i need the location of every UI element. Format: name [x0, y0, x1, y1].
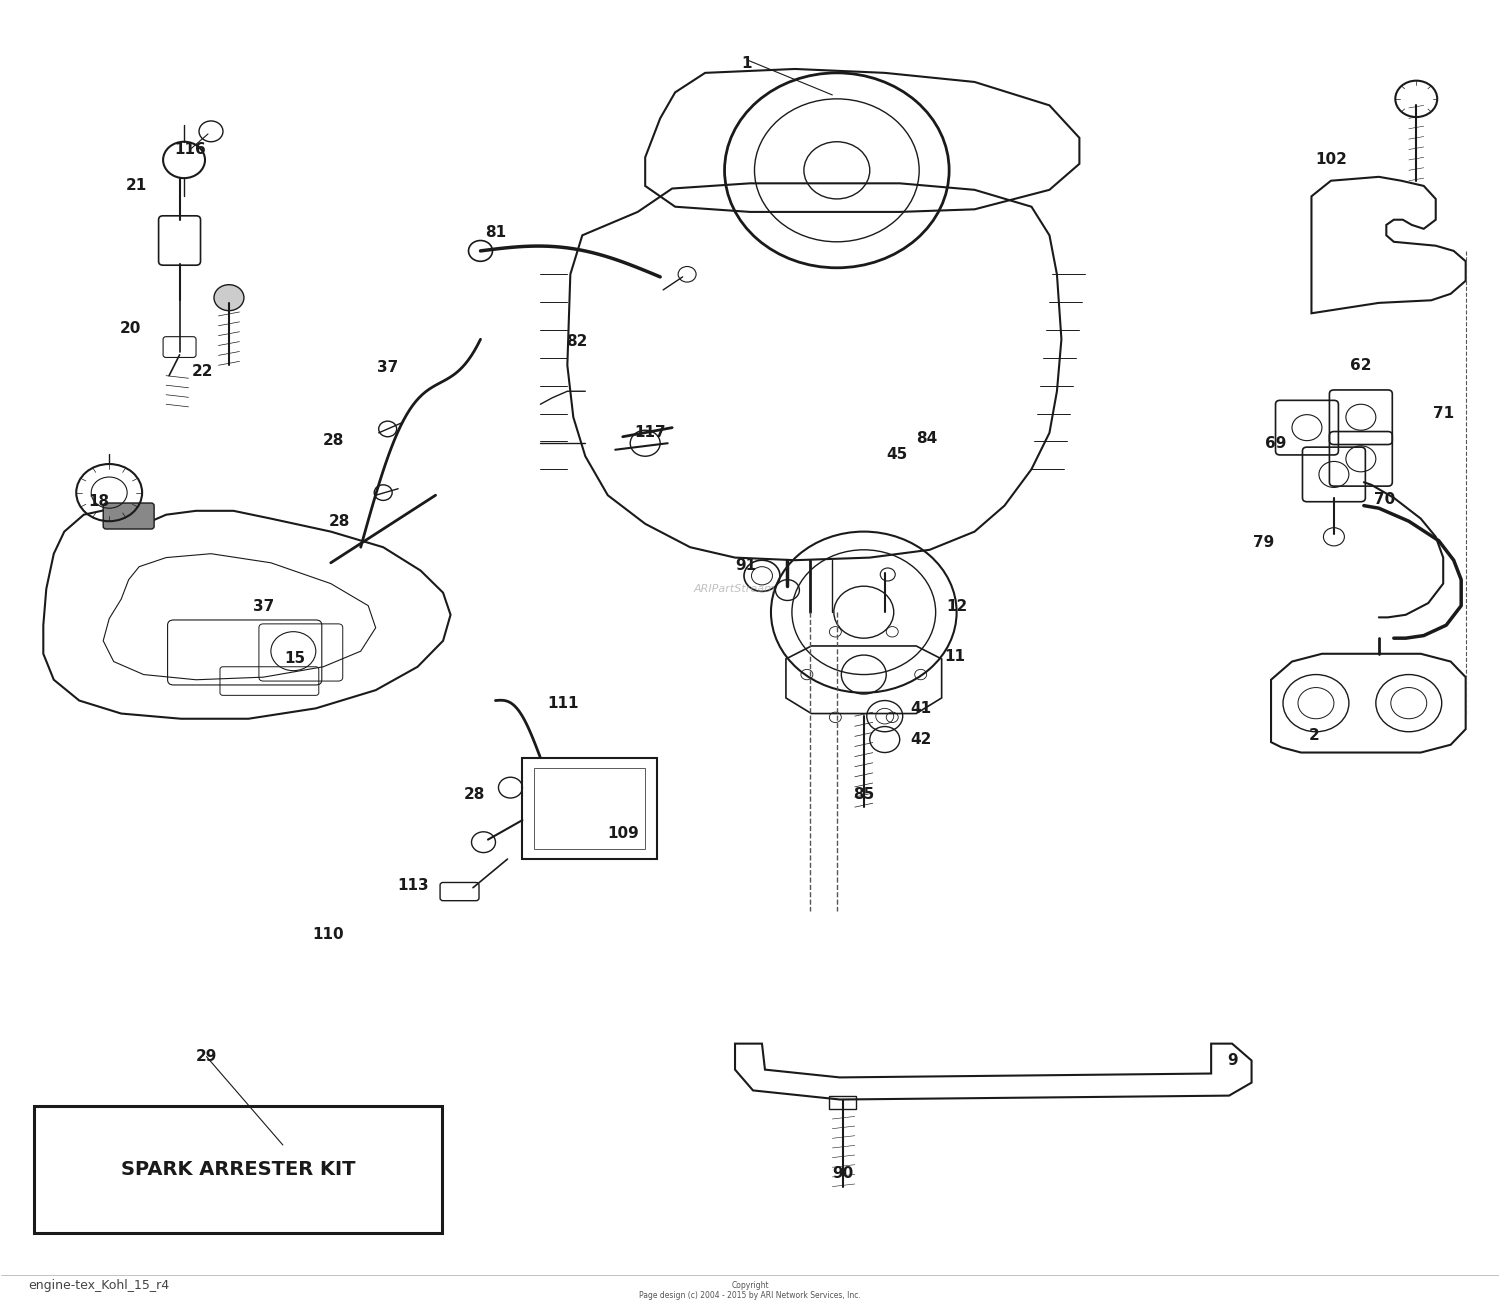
- Text: 37: 37: [254, 600, 274, 614]
- Text: 42: 42: [910, 732, 932, 747]
- Text: 12: 12: [946, 600, 968, 614]
- Text: 117: 117: [634, 425, 666, 441]
- Text: 15: 15: [285, 652, 306, 666]
- Text: 29: 29: [196, 1050, 217, 1064]
- Text: 90: 90: [833, 1166, 854, 1181]
- Text: 116: 116: [174, 142, 206, 156]
- Text: 28: 28: [322, 433, 345, 449]
- Text: ARIPartStream: ARIPartStream: [694, 584, 776, 593]
- Text: 82: 82: [566, 334, 586, 349]
- Text: 102: 102: [1316, 153, 1347, 167]
- Text: 41: 41: [910, 700, 932, 716]
- Text: 84: 84: [916, 430, 938, 446]
- Text: engine-tex_Kohl_15_r4: engine-tex_Kohl_15_r4: [28, 1279, 170, 1292]
- Text: 111: 111: [548, 695, 579, 711]
- Text: Copyright
Page design (c) 2004 - 2015 by ARI Network Services, Inc.: Copyright Page design (c) 2004 - 2015 by…: [639, 1281, 861, 1300]
- Text: 18: 18: [88, 494, 110, 510]
- Text: 45: 45: [886, 447, 908, 463]
- Text: 70: 70: [1374, 492, 1395, 507]
- Text: 21: 21: [126, 179, 147, 193]
- Text: 20: 20: [120, 321, 141, 336]
- Text: 85: 85: [853, 786, 874, 802]
- Text: 109: 109: [608, 825, 639, 841]
- Circle shape: [214, 284, 244, 310]
- Text: 37: 37: [376, 360, 399, 376]
- Text: 28: 28: [328, 514, 351, 528]
- Bar: [34, 1106, 441, 1234]
- Text: 9: 9: [1227, 1054, 1238, 1068]
- Text: 22: 22: [192, 364, 213, 379]
- Text: 81: 81: [484, 226, 506, 240]
- Text: 2: 2: [1310, 728, 1320, 743]
- FancyBboxPatch shape: [104, 503, 154, 529]
- Text: 79: 79: [1252, 535, 1274, 549]
- Text: 110: 110: [312, 927, 344, 941]
- Text: 28: 28: [464, 786, 484, 802]
- Text: 91: 91: [735, 558, 756, 572]
- Text: 113: 113: [398, 878, 429, 892]
- Text: 1: 1: [742, 56, 753, 72]
- Text: 62: 62: [1350, 357, 1371, 373]
- Text: 69: 69: [1264, 436, 1286, 451]
- Text: 71: 71: [1432, 406, 1454, 421]
- Text: SPARK ARRESTER KIT: SPARK ARRESTER KIT: [120, 1161, 356, 1179]
- Text: 11: 11: [945, 649, 966, 664]
